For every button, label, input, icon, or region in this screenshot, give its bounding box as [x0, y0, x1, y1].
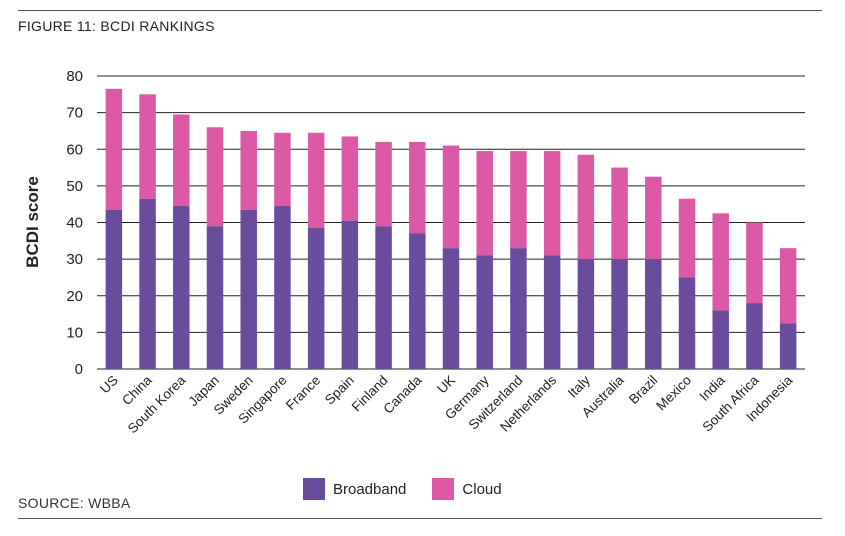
bar-cloud-switzerland — [510, 151, 527, 249]
bar-cloud-uk — [442, 145, 460, 249]
bar-cloud-indonesia — [779, 248, 797, 324]
bar-broadband-spain — [341, 220, 359, 369]
bar-broadband-switzerland — [510, 248, 527, 369]
bar-broadband-brazil — [645, 259, 662, 369]
cloud-swatch — [432, 478, 455, 500]
bar-cloud-us — [105, 88, 123, 210]
bar-broadband-indonesia — [779, 323, 797, 369]
legend-item-cloud: Cloud — [432, 478, 502, 500]
bar-broadband-us — [105, 209, 123, 369]
bar-broadband-france — [307, 227, 325, 369]
bar-cloud-india — [712, 213, 729, 311]
bar-broadband-sweden — [240, 209, 257, 369]
bottom-rule — [18, 518, 822, 519]
bar-broadband-germany — [476, 255, 493, 369]
bar-cloud-netherlands — [543, 151, 561, 256]
bar-cloud-singapore — [274, 132, 291, 207]
bar-cloud-china — [139, 94, 156, 199]
bar-cloud-japan — [206, 127, 224, 227]
legend-label-cloud: Cloud — [462, 480, 502, 498]
y-axis-label: BCDI score — [23, 176, 42, 268]
bar-broadband-netherlands — [543, 255, 561, 369]
y-tick-label: 10 — [66, 324, 83, 341]
bar-broadband-uk — [442, 248, 460, 369]
y-tick-label: 50 — [66, 178, 83, 195]
bar-broadband-australia — [611, 259, 628, 369]
x-tick-label: France — [283, 373, 323, 413]
bar-cloud-canada — [409, 141, 426, 234]
bar-broadband-italy — [577, 259, 595, 369]
x-tick-label: Canada — [380, 372, 424, 416]
bar-cloud-brazil — [645, 176, 662, 260]
bar-broadband-south-korea — [173, 206, 190, 369]
x-tick-label: US — [97, 373, 121, 397]
bar-broadband-finland — [375, 226, 392, 369]
x-tick-label: Italy — [565, 372, 593, 400]
y-tick-label: 60 — [66, 141, 83, 158]
bar-cloud-finland — [375, 141, 392, 227]
y-tick-label: 80 — [66, 68, 83, 85]
top-rule — [18, 10, 822, 11]
bar-broadband-japan — [206, 226, 224, 369]
bar-broadband-mexico — [678, 277, 696, 369]
bar-cloud-south-korea — [173, 114, 190, 207]
bar-cloud-germany — [476, 151, 493, 256]
bar-broadband-canada — [409, 233, 426, 369]
y-tick-label: 20 — [66, 288, 83, 305]
bar-cloud-south-africa — [746, 222, 763, 304]
legend-item-broadband: Broadband — [303, 478, 406, 500]
bar-broadband-india — [712, 310, 729, 369]
bar-cloud-spain — [341, 136, 359, 221]
y-tick-label: 0 — [75, 361, 83, 378]
legend-label-broadband: Broadband — [333, 480, 407, 498]
legend: Broadband Cloud — [303, 478, 528, 500]
y-tick-label: 30 — [66, 251, 83, 268]
x-tick-label: UK — [434, 373, 458, 397]
bar-broadband-singapore — [274, 206, 291, 369]
bar-cloud-france — [307, 132, 325, 228]
figure-title: FIGURE 11: BCDI RANKINGS — [18, 18, 215, 34]
broadband-swatch — [303, 478, 325, 500]
y-tick-label: 70 — [66, 105, 83, 122]
bar-broadband-south-africa — [746, 303, 763, 369]
source-note: SOURCE: WBBA — [18, 495, 131, 511]
bar-cloud-australia — [611, 167, 628, 260]
bar-cloud-italy — [577, 154, 595, 260]
bar-broadband-china — [139, 198, 156, 369]
y-tick-label: 40 — [66, 215, 83, 232]
bar-cloud-sweden — [240, 130, 257, 210]
bar-cloud-mexico — [678, 198, 696, 278]
x-tick-label: Mexico — [653, 373, 694, 414]
